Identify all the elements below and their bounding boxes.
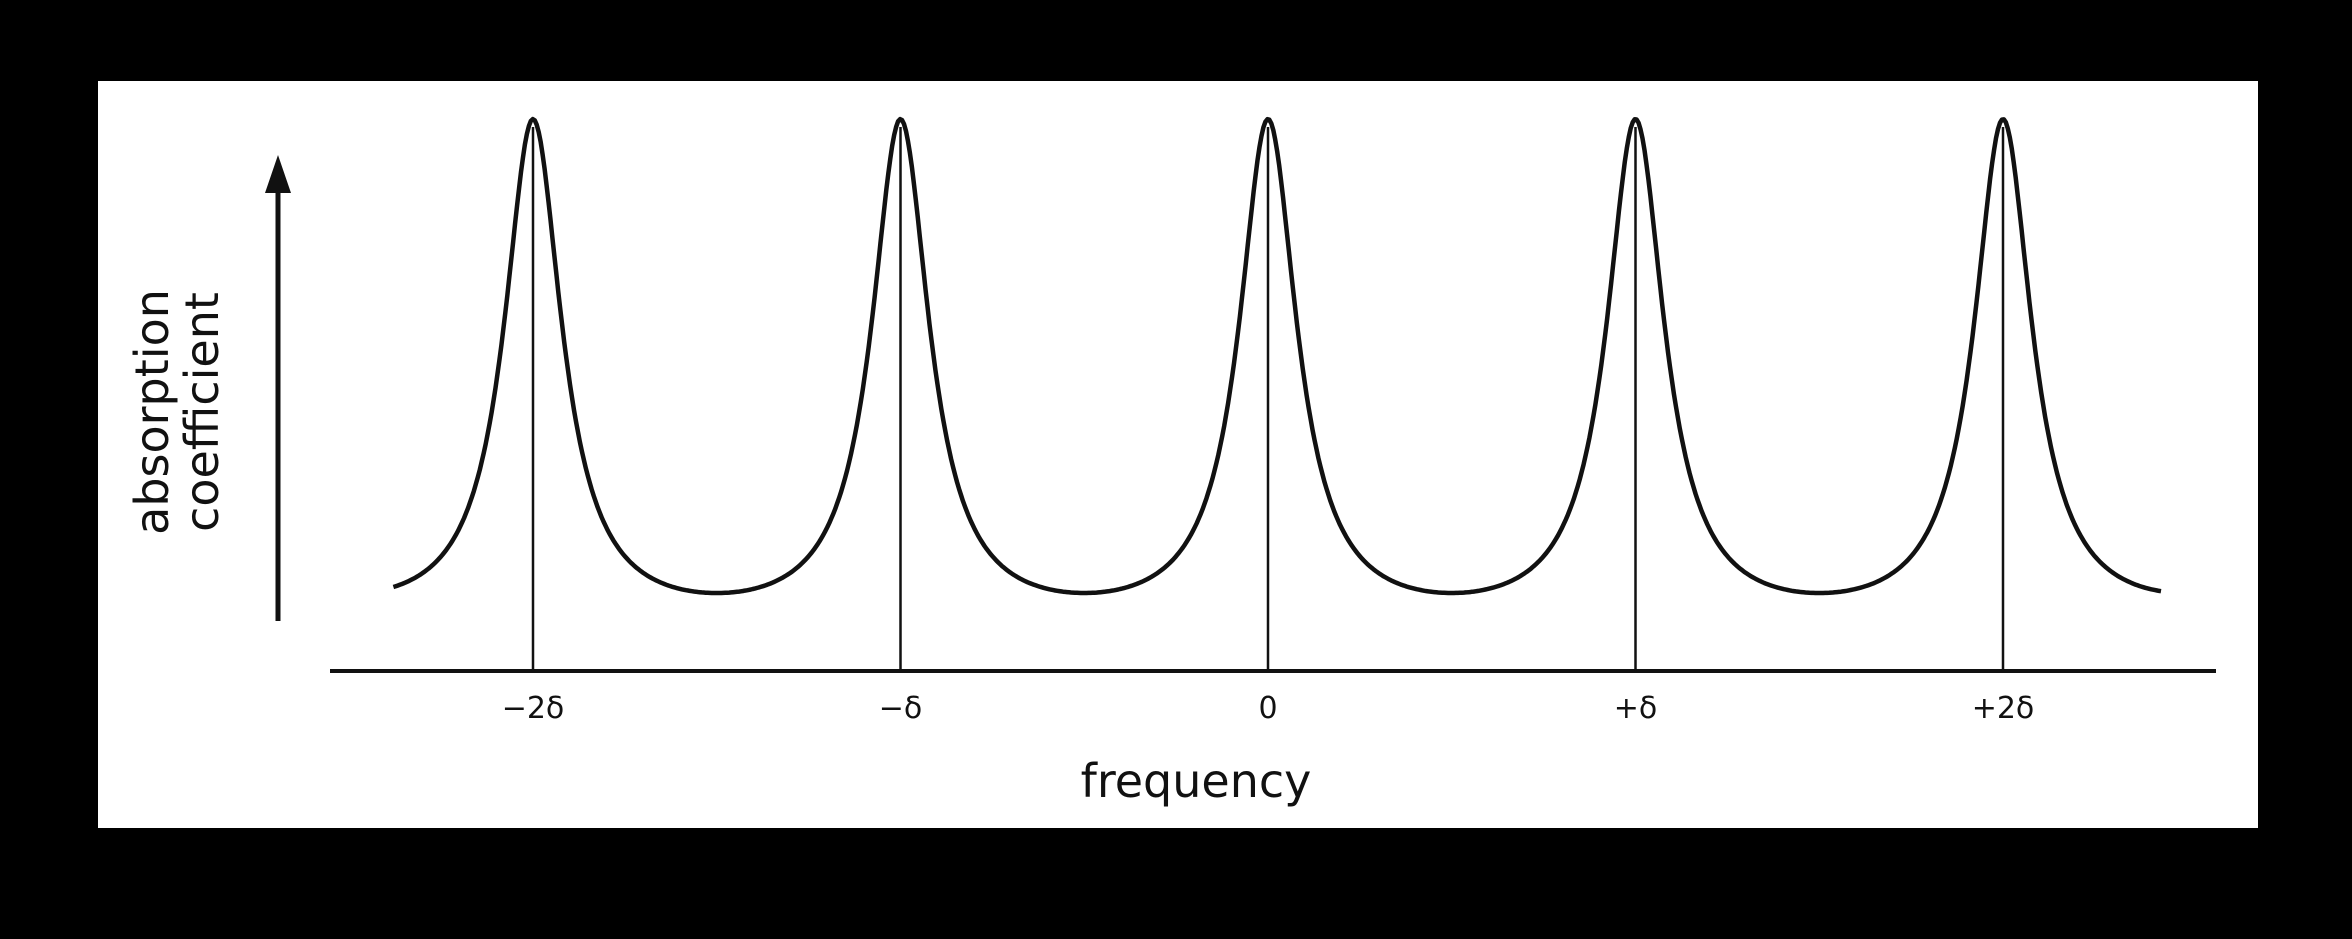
x-tick-labels: −2δ −δ 0 +δ +2δ (502, 691, 2035, 726)
y-axis-label-line: coefficient (175, 292, 229, 532)
x-tick-label: −δ (879, 691, 923, 726)
figure-panel: absorption coefficient −2δ −δ 0 +δ +2δ freque… (98, 81, 2258, 828)
y-arrow-head-icon (265, 155, 291, 193)
spectral-lines (531, 127, 2005, 671)
y-axis-arrow (265, 155, 291, 621)
x-tick-label: −2δ (502, 691, 565, 726)
x-tick-label: +2δ (1972, 691, 2035, 726)
x-tick-label: +δ (1614, 691, 1658, 726)
absorption-curve-line (392, 116, 2162, 596)
y-axis-label-line: absorption (125, 289, 179, 535)
absorption-curve (392, 116, 2162, 596)
x-axis-label: frequency (1081, 754, 1312, 808)
x-tick-label: 0 (1258, 691, 1277, 726)
